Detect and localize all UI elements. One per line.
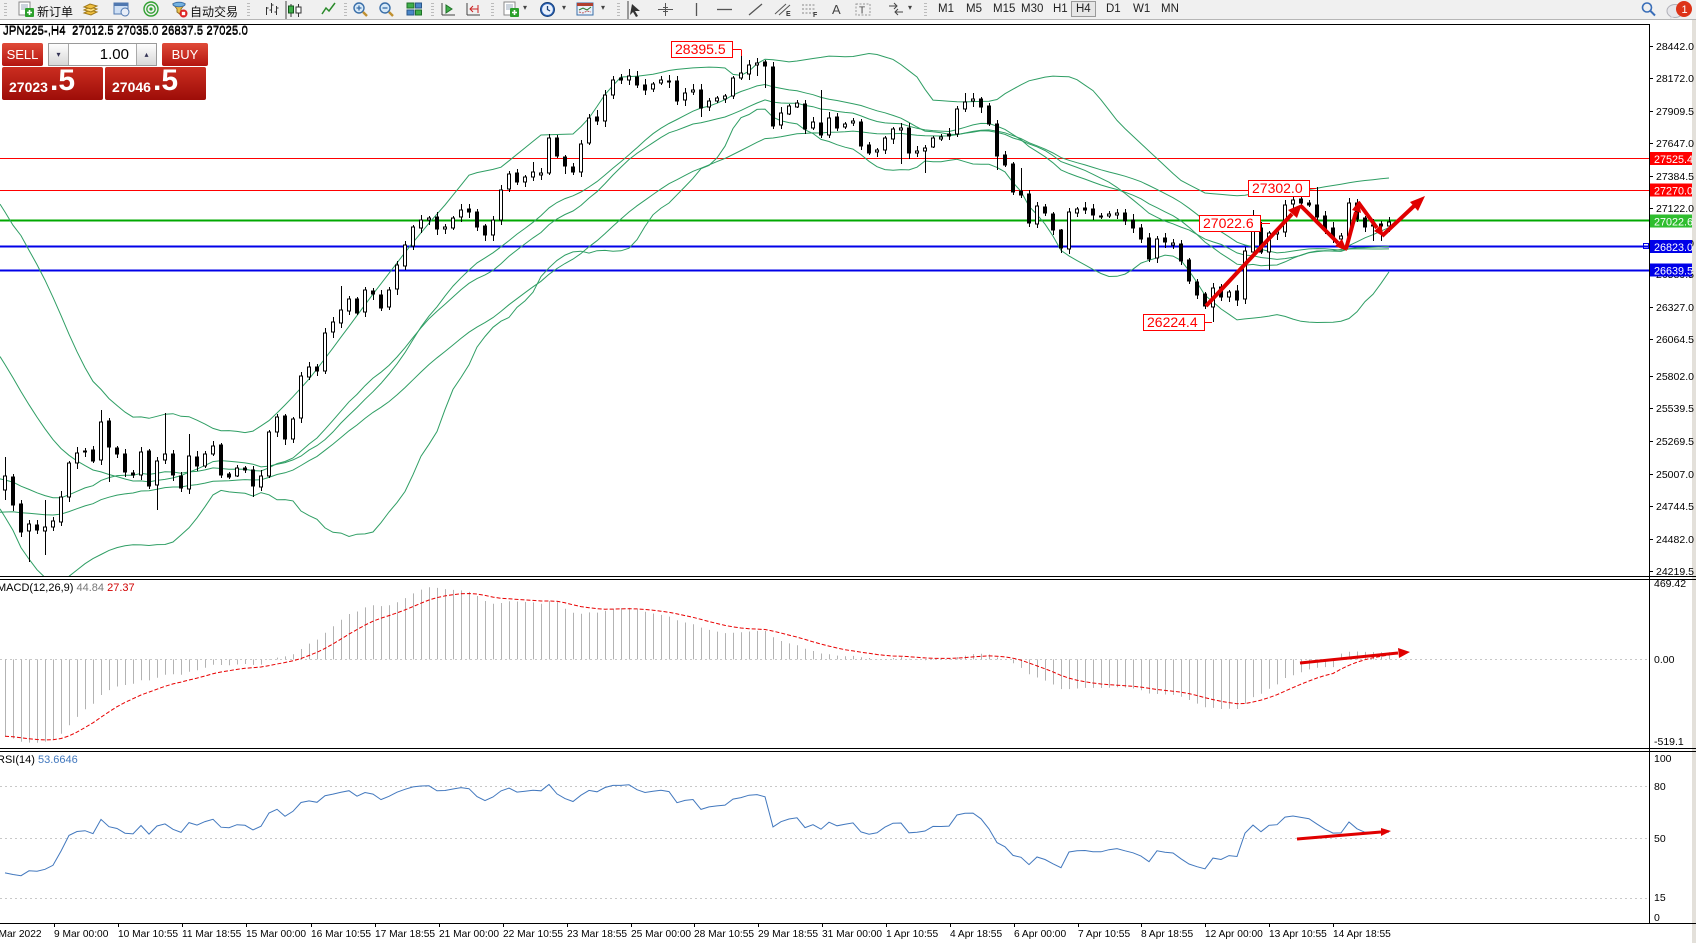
svg-text:13 Apr 10:55: 13 Apr 10:55 [1269, 929, 1327, 940]
svg-text:24219.5: 24219.5 [1656, 566, 1694, 578]
svg-text:1 Apr 10:55: 1 Apr 10:55 [886, 929, 938, 940]
svg-text:29 Mar 18:55: 29 Mar 18:55 [758, 929, 818, 940]
svg-text:6 Apr 00:00: 6 Apr 00:00 [1014, 929, 1066, 940]
svg-text:A: A [832, 2, 841, 17]
svg-text:50: 50 [1654, 833, 1666, 845]
svg-text:28395.5: 28395.5 [675, 41, 726, 57]
svg-text:23 Mar 18:55: 23 Mar 18:55 [567, 929, 627, 940]
svg-text:8 Apr 18:55: 8 Apr 18:55 [1141, 929, 1193, 940]
svg-text:-519.1: -519.1 [1654, 736, 1684, 748]
svg-text:RSI(14) 53.6646: RSI(14) 53.6646 [0, 754, 78, 766]
svg-text:25269.5: 25269.5 [1656, 436, 1694, 448]
svg-text:T: T [859, 6, 865, 17]
svg-text:17 Mar 18:55: 17 Mar 18:55 [375, 929, 435, 940]
svg-text:27122.0: 27122.0 [1656, 203, 1694, 215]
svg-text:7 Apr 10:55: 7 Apr 10:55 [1078, 929, 1130, 940]
svg-text:27022.6: 27022.6 [1654, 216, 1693, 228]
svg-text:27302.0: 27302.0 [1252, 180, 1303, 196]
svg-text:25007.0: 25007.0 [1656, 469, 1694, 481]
svg-text:9 Mar 00:00: 9 Mar 00:00 [54, 929, 109, 940]
svg-text:26064.5: 26064.5 [1656, 334, 1694, 346]
svg-text:27647.0: 27647.0 [1656, 138, 1694, 150]
svg-text:12 Apr 00:00: 12 Apr 00:00 [1205, 929, 1263, 940]
svg-text:25539.5: 25539.5 [1656, 403, 1694, 415]
svg-text:80: 80 [1654, 781, 1666, 793]
svg-text:11 Mar 18:55: 11 Mar 18:55 [182, 929, 242, 940]
svg-text:24744.5: 24744.5 [1656, 501, 1694, 513]
svg-text:28 Mar 10:55: 28 Mar 10:55 [694, 929, 754, 940]
svg-text:27270.0: 27270.0 [1654, 186, 1693, 198]
svg-text:28172.0: 28172.0 [1656, 73, 1694, 85]
svg-text:JPN225-,H4 27012.5 27035.0 26: JPN225-,H4 27012.5 27035.0 26837.5 27025… [3, 26, 248, 38]
svg-text:21 Mar 00:00: 21 Mar 00:00 [439, 929, 499, 940]
svg-text:1: 1 [1682, 4, 1688, 16]
svg-text:27022.6: 27022.6 [1203, 215, 1254, 231]
svg-text:15 Mar 00:00: 15 Mar 00:00 [246, 929, 306, 940]
svg-text:26639.5: 26639.5 [1654, 266, 1693, 278]
svg-text:27909.5: 27909.5 [1656, 106, 1694, 118]
svg-text:MACD(12,26,9) 44.84 27.37: MACD(12,26,9) 44.84 27.37 [0, 582, 135, 594]
svg-text:0: 0 [1654, 912, 1660, 924]
svg-text:469.42: 469.42 [1654, 578, 1686, 590]
svg-text:15: 15 [1654, 892, 1666, 904]
svg-text:100: 100 [1654, 753, 1672, 765]
svg-text:F: F [813, 12, 818, 18]
svg-text:26327.0: 26327.0 [1656, 302, 1694, 314]
svg-text:31 Mar 00:00: 31 Mar 00:00 [822, 929, 882, 940]
svg-text:22 Mar 10:55: 22 Mar 10:55 [503, 929, 563, 940]
svg-text:10 Mar 10:55: 10 Mar 10:55 [118, 929, 178, 940]
svg-text:25802.0: 25802.0 [1656, 371, 1694, 383]
svg-text:27525.4: 27525.4 [1654, 154, 1693, 166]
svg-text:16 Mar 10:55: 16 Mar 10:55 [311, 929, 371, 940]
svg-text:4 Apr 18:55: 4 Apr 18:55 [950, 929, 1002, 940]
svg-text:26224.4: 26224.4 [1147, 314, 1198, 330]
svg-text:24482.0: 24482.0 [1656, 534, 1694, 546]
svg-text:E: E [786, 11, 791, 18]
svg-text:25 Mar 00:00: 25 Mar 00:00 [631, 929, 691, 940]
svg-text:0.00: 0.00 [1654, 654, 1675, 666]
svg-text:27384.5: 27384.5 [1656, 171, 1694, 183]
svg-text:9 Mar 2022: 9 Mar 2022 [0, 929, 42, 940]
svg-text:14 Apr 18:55: 14 Apr 18:55 [1333, 929, 1391, 940]
svg-text:28442.0: 28442.0 [1656, 41, 1694, 53]
svg-text:26823.0: 26823.0 [1654, 242, 1693, 254]
